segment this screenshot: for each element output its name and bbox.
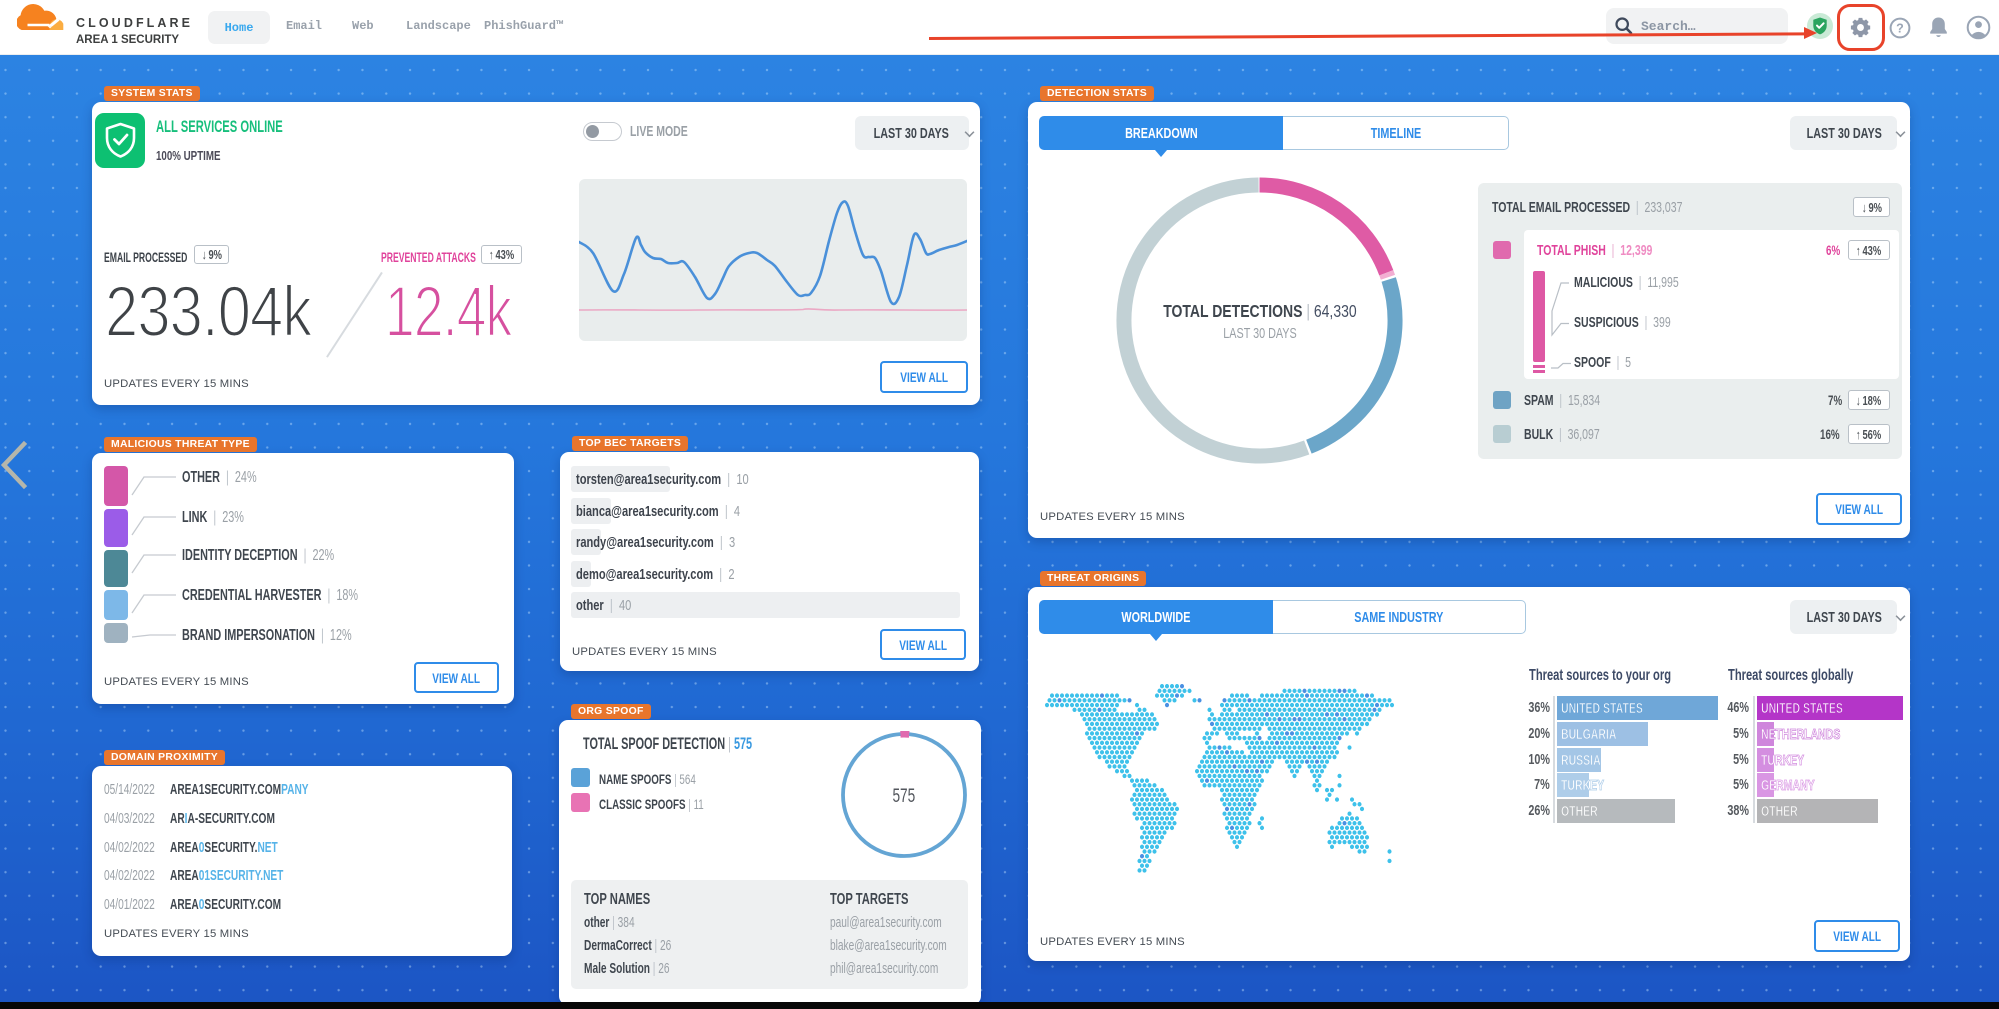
svg-text:?: ?	[1896, 21, 1904, 35]
